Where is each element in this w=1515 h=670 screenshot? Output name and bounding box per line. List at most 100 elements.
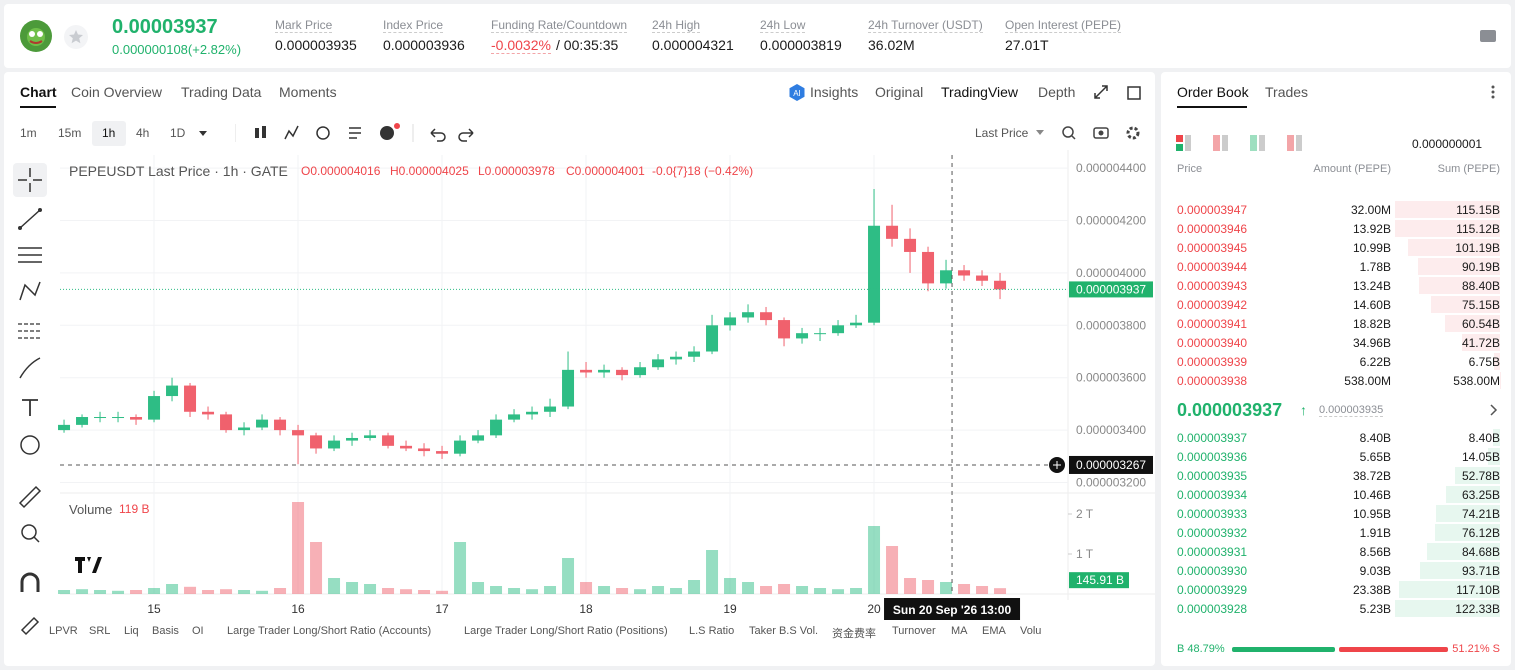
depth-bar xyxy=(1395,600,1500,617)
price-change: 0.000000108(+2.82%) xyxy=(112,42,242,57)
chart-toolbar-icons[interactable] xyxy=(235,122,475,144)
ob-last: 0.000003937 xyxy=(1177,400,1283,420)
chart-tab[interactable]: Moments xyxy=(279,84,337,100)
ob-sum: 76.12B xyxy=(1461,526,1500,540)
book-icon[interactable] xyxy=(1479,28,1497,44)
indicator-tab[interactable]: LPVR xyxy=(49,625,78,637)
ob-amount: 8.40B xyxy=(1359,431,1391,445)
indicator-tab[interactable]: L.S Ratio xyxy=(689,625,735,637)
ob-amount: 5.23B xyxy=(1359,602,1391,616)
interval[interactable]: 15m xyxy=(58,126,82,140)
book-view-icons[interactable] xyxy=(1176,134,1316,152)
indicator-tab[interactable]: SRL xyxy=(89,625,111,637)
ob-sum: 63.25B xyxy=(1461,488,1500,502)
caret[interactable] xyxy=(198,128,208,138)
chart-tab[interactable]: Trading Data xyxy=(181,84,262,100)
ob-price: 0.000003932 xyxy=(1177,526,1248,540)
ob-price: 0.000003933 xyxy=(1177,507,1248,521)
ob-price: 0.000003947 xyxy=(1177,203,1248,217)
ob-amount: 6.22B xyxy=(1359,355,1391,369)
indicator-tab[interactable]: Large Trader Long/Short Ratio (Accounts) xyxy=(227,625,432,637)
interval[interactable]: 1m xyxy=(20,126,37,140)
interval[interactable]: 1h xyxy=(102,126,116,140)
ratio-buy-bar xyxy=(1232,647,1336,652)
chart-tab[interactable]: Chart xyxy=(20,84,57,100)
ob-price: 0.000003943 xyxy=(1177,279,1248,293)
ob-sum: 74.21B xyxy=(1461,507,1500,521)
ob-price: 0.000003930 xyxy=(1177,564,1248,578)
ob-price: 0.000003928 xyxy=(1177,602,1248,616)
ob-amount: 18.82B xyxy=(1352,317,1391,331)
interval-active-bg xyxy=(92,121,126,146)
more-icon[interactable] xyxy=(1490,84,1496,100)
ohlc-value: L0.000003978 xyxy=(478,164,555,178)
stat-value: 0.000003936 xyxy=(383,37,465,53)
chart-panel xyxy=(4,72,1155,666)
interval[interactable]: 4h xyxy=(136,126,150,140)
insights-icon: AI xyxy=(789,84,805,101)
ob-tab[interactable]: Order Book xyxy=(1177,84,1249,100)
stat-label: Index Price xyxy=(383,18,444,33)
col-header: Sum (PEPE) xyxy=(1437,163,1500,175)
ob-sum: 52.78B xyxy=(1461,469,1500,483)
indicator-tab[interactable]: Volu xyxy=(1020,625,1042,637)
ob-sum: 93.71B xyxy=(1461,564,1500,578)
volume-last: 119 B xyxy=(119,502,150,516)
depth-bar xyxy=(1436,505,1500,522)
tradingview-logo xyxy=(75,557,102,573)
stat-value: 0.000003819 xyxy=(760,37,842,53)
header-panel xyxy=(4,4,1511,68)
precision[interactable]: 0.000000001 xyxy=(1412,137,1483,151)
ob-mark: 0.000003935 xyxy=(1319,404,1384,417)
depth-bar xyxy=(1434,524,1500,541)
ob-price: 0.000003940 xyxy=(1177,336,1248,350)
col-header: Amount (PEPE) xyxy=(1313,163,1391,175)
ob-sum: 117.10B xyxy=(1456,583,1500,597)
indicator-tab[interactable]: EMA xyxy=(982,625,1006,637)
ob-sum: 90.19B xyxy=(1461,260,1500,274)
ob-price: 0.000003931 xyxy=(1177,545,1248,559)
drawing-tools[interactable] xyxy=(10,160,52,640)
depth-bar xyxy=(1399,581,1500,598)
indicator-tab[interactable]: Large Trader Long/Short Ratio (Positions… xyxy=(464,625,668,637)
ob-sum: 60.54B xyxy=(1461,317,1500,331)
stat-value: 36.02M xyxy=(868,37,915,53)
indicator-tab[interactable]: MA xyxy=(951,625,968,637)
ob-amount: 8.56B xyxy=(1359,545,1391,559)
view-tab[interactable]: TradingView xyxy=(941,84,1019,100)
ob-price: 0.000003939 xyxy=(1177,355,1248,369)
view-tab[interactable]: Insights xyxy=(810,84,859,100)
indicator-tab[interactable]: OI xyxy=(192,625,204,637)
chart-tab[interactable]: Coin Overview xyxy=(71,84,163,100)
chart-right-icons[interactable] xyxy=(1060,125,1140,141)
ob-price: 0.000003937 xyxy=(1177,431,1248,445)
indicator-tab[interactable]: 资金费率 xyxy=(832,628,876,640)
chevron[interactable] xyxy=(1490,404,1498,416)
indicator-tab[interactable]: Taker B.S Vol. xyxy=(749,625,819,637)
depth-bar xyxy=(1419,562,1500,579)
stat-label: Mark Price xyxy=(275,18,333,33)
indicator-tab[interactable]: Liq xyxy=(124,625,139,637)
stat-value: / 00:35:35 xyxy=(556,37,619,53)
ob-amount: 9.03B xyxy=(1359,564,1391,578)
depth-bar xyxy=(1454,467,1500,484)
ob-sum: 41.72B xyxy=(1461,336,1500,350)
indicator-tab[interactable]: Turnover xyxy=(892,625,936,637)
ob-amount: 10.99B xyxy=(1352,241,1391,255)
view-tab[interactable]: Depth xyxy=(1038,84,1076,100)
ob-amount: 10.46B xyxy=(1352,488,1391,502)
expand-icon[interactable] xyxy=(1094,85,1108,99)
favorite-star[interactable] xyxy=(64,25,88,49)
layout-icon[interactable] xyxy=(1127,86,1141,100)
view-tab[interactable]: Original xyxy=(875,84,924,100)
ob-price: 0.000003929 xyxy=(1177,583,1248,597)
ob-amount: 5.65B xyxy=(1359,450,1391,464)
interval[interactable]: 1D xyxy=(170,126,186,140)
ob-sum: 122.33B xyxy=(1455,602,1500,616)
ob-tab-underline xyxy=(1177,106,1247,108)
ob-tab[interactable]: Trades xyxy=(1265,84,1309,100)
indicator-tab[interactable]: Basis xyxy=(152,625,179,637)
price-type[interactable]: Last Price xyxy=(975,126,1029,140)
depth-bar xyxy=(1487,448,1500,465)
